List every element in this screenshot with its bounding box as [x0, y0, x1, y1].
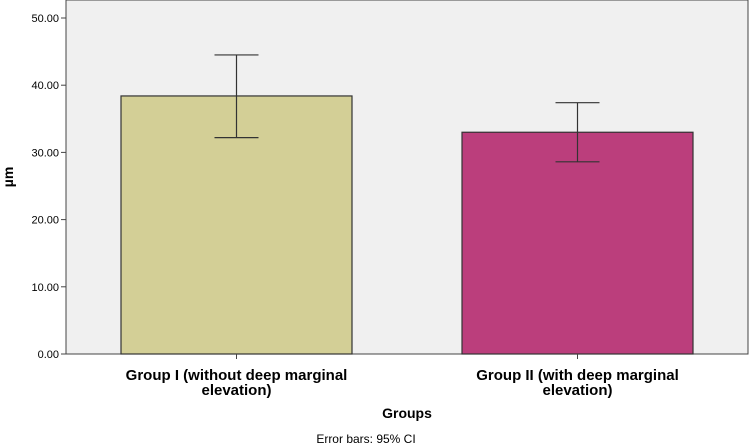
x-tick-label: Group II (with deep marginal elevation)	[476, 367, 679, 399]
y-axis: 0.00 10.00 20.00 30.00 40.00 50.00	[31, 13, 66, 361]
y-axis-title: µm	[0, 167, 16, 188]
y-tick-label: 50.00	[31, 13, 59, 25]
y-tick-label: 30.00	[31, 147, 59, 159]
y-tick-label: 10.00	[31, 282, 59, 294]
y-tick-label: 20.00	[31, 215, 59, 227]
y-tick-label: 0.00	[38, 349, 59, 361]
bar	[461, 131, 694, 355]
y-tick-label: 40.00	[31, 80, 59, 92]
bars-group	[120, 54, 694, 355]
footnote: Error bars: 95% CI	[316, 432, 415, 446]
x-axis-title: Groups	[382, 405, 432, 421]
x-tick-label: Group I (without deep marginal elevation)	[126, 367, 348, 399]
x-axis-labels: Group I (without deep marginal elevation)…	[126, 354, 679, 399]
